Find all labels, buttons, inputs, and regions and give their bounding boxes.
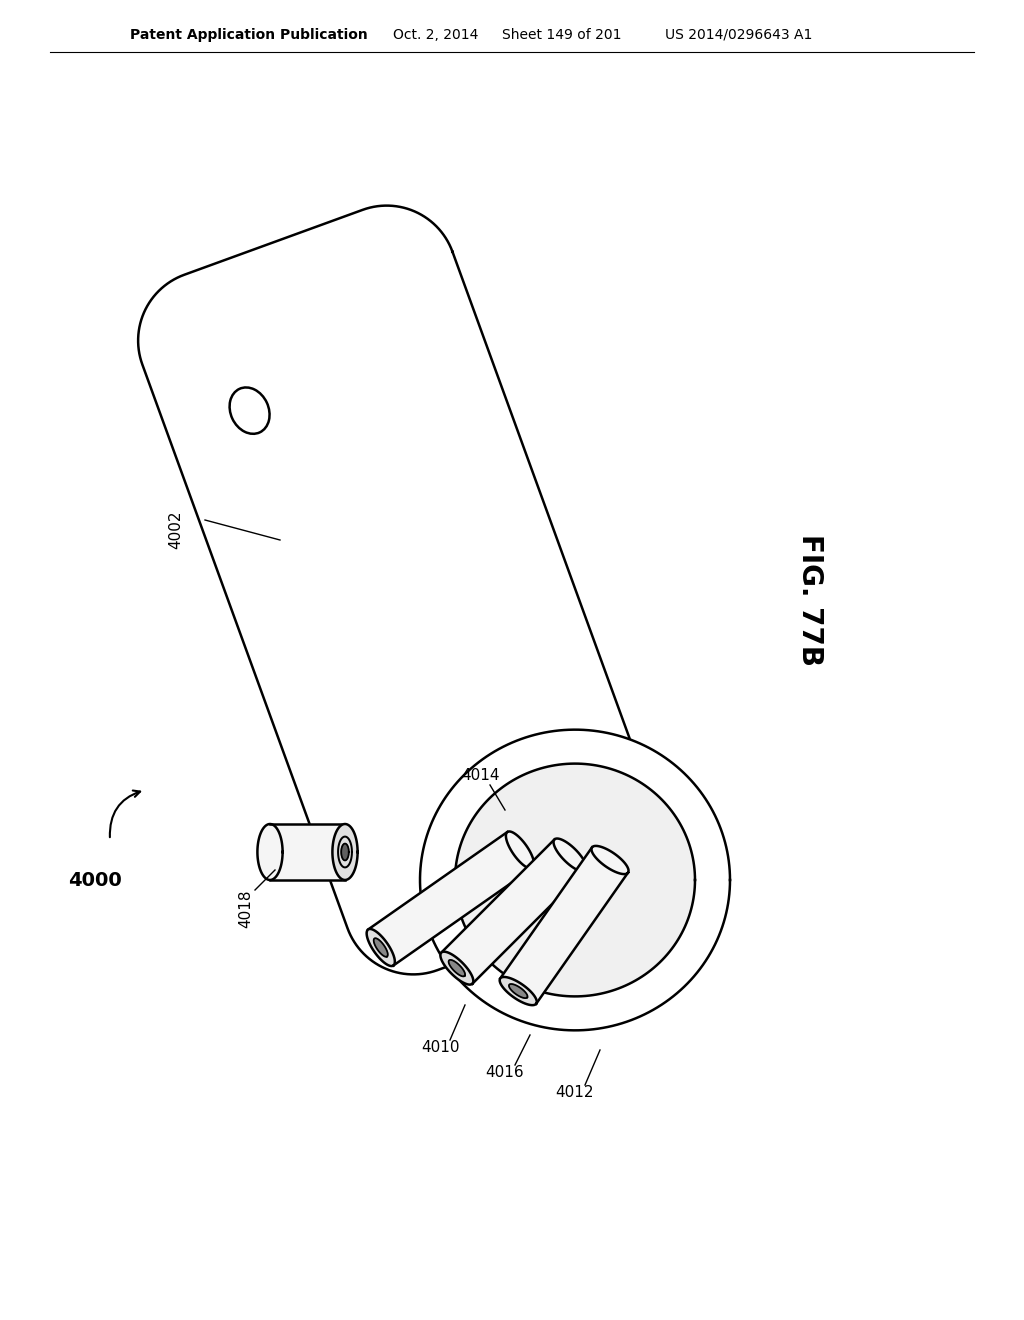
Polygon shape: [374, 939, 388, 957]
Polygon shape: [333, 824, 357, 880]
Polygon shape: [506, 832, 535, 869]
Text: Patent Application Publication: Patent Application Publication: [130, 28, 368, 42]
Polygon shape: [500, 847, 628, 1003]
Text: 4012: 4012: [556, 1085, 594, 1100]
Polygon shape: [554, 838, 587, 871]
Polygon shape: [368, 832, 532, 965]
Polygon shape: [257, 824, 283, 880]
Text: Sheet 149 of 201: Sheet 149 of 201: [502, 28, 622, 42]
Polygon shape: [341, 843, 349, 861]
Polygon shape: [367, 929, 395, 966]
Text: 4000: 4000: [68, 870, 122, 890]
Text: 4018: 4018: [238, 890, 253, 928]
Polygon shape: [440, 952, 473, 985]
Polygon shape: [509, 983, 527, 998]
Text: FIG. 77B: FIG. 77B: [796, 535, 824, 667]
Polygon shape: [455, 763, 695, 997]
Polygon shape: [500, 977, 537, 1005]
Text: 4016: 4016: [485, 1065, 524, 1080]
Text: Oct. 2, 2014: Oct. 2, 2014: [393, 28, 478, 42]
Polygon shape: [449, 960, 465, 977]
Text: US 2014/0296643 A1: US 2014/0296643 A1: [665, 28, 812, 42]
Polygon shape: [270, 824, 345, 880]
Text: 4010: 4010: [421, 1040, 459, 1055]
Polygon shape: [420, 730, 730, 1031]
Text: 4002: 4002: [168, 511, 183, 549]
Polygon shape: [592, 846, 629, 874]
Text: 4014: 4014: [461, 767, 500, 783]
Ellipse shape: [229, 388, 269, 434]
Polygon shape: [138, 206, 662, 974]
FancyArrowPatch shape: [110, 791, 140, 837]
Polygon shape: [441, 840, 586, 983]
